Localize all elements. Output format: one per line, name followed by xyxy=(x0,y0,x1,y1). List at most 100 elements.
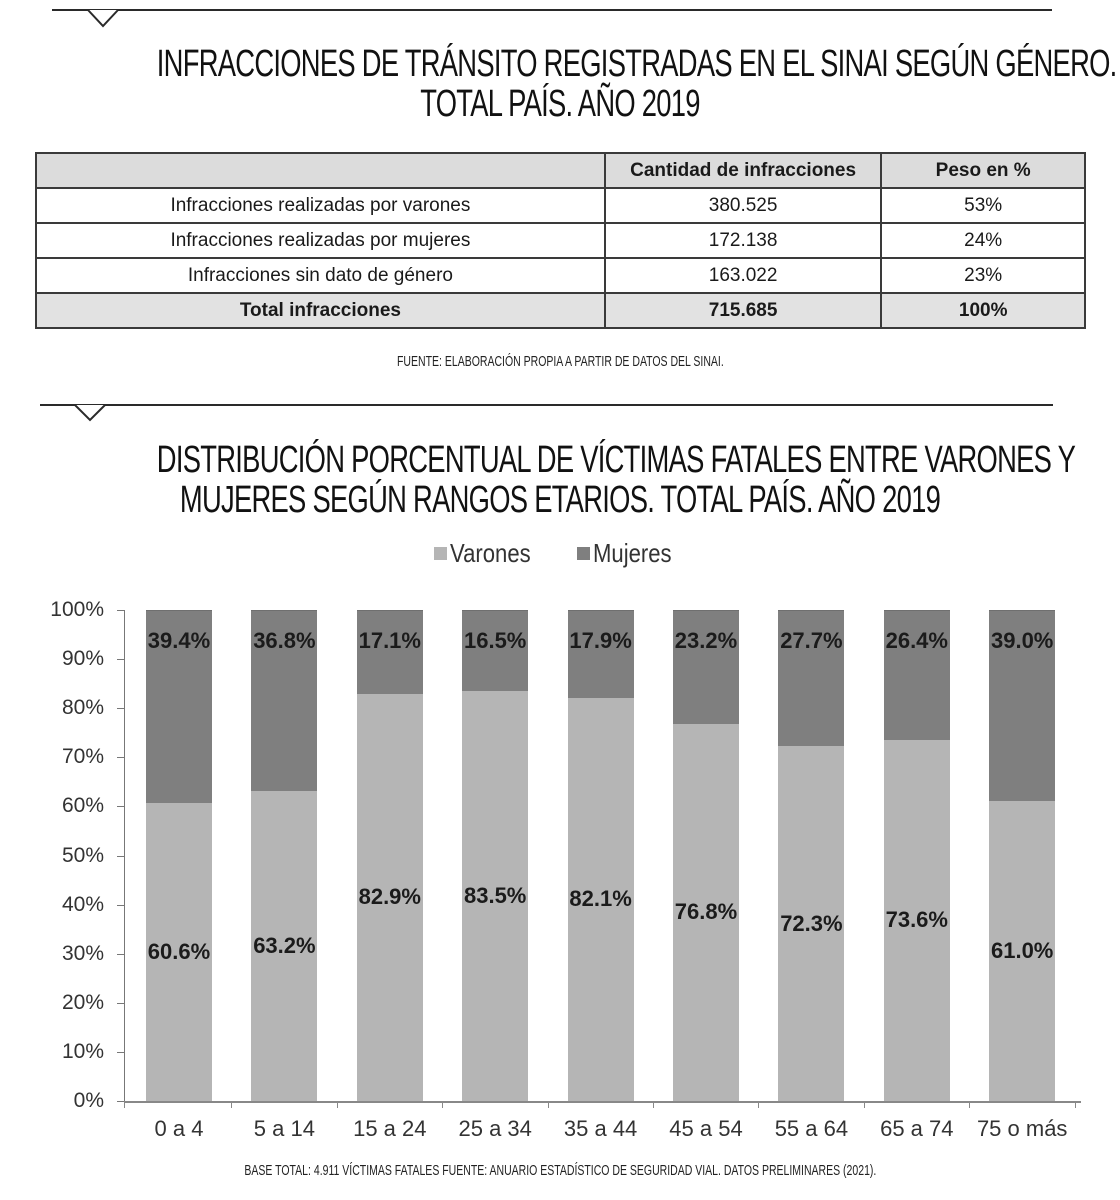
bar-25-a-34: 16.5% 83.5% xyxy=(462,610,529,1101)
bar-segment-varones xyxy=(778,746,845,1101)
value-label-mujeres: 39.4% xyxy=(147,628,211,653)
bar-segment-mujeres xyxy=(146,610,212,805)
bar-segment-mujeres xyxy=(356,610,423,695)
value-label-varones: 60.6% xyxy=(147,939,211,965)
bar-segment-mujeres xyxy=(462,610,529,692)
bar-5-a-14: 36.8% 63.2% xyxy=(251,610,318,1101)
table-header-row: Cantidad de infracciones Peso en % xyxy=(35,152,1086,189)
bar-segment-varones xyxy=(673,723,739,1101)
table-row: Infracciones realizadas por mujeres 172.… xyxy=(35,222,1086,259)
x-tick-label: 35 a 44 xyxy=(563,1116,638,1141)
bar-segment-varones xyxy=(462,691,529,1101)
bar-segment-varones xyxy=(251,790,318,1101)
bar-segment-varones xyxy=(989,801,1056,1101)
legend-item-varones: Varones xyxy=(434,538,545,569)
x-tick-label: 25 a 34 xyxy=(458,1116,532,1141)
row-weight: 23% xyxy=(880,257,1086,294)
value-label-mujeres: 17.1% xyxy=(358,628,421,653)
x-tick xyxy=(863,1101,865,1108)
y-tick xyxy=(117,806,125,808)
legend-swatch-mujeres xyxy=(577,547,591,560)
x-tick xyxy=(124,1101,125,1108)
x-tick xyxy=(442,1101,444,1108)
bar-15-a-24: 17.1% 82.9% xyxy=(356,610,423,1101)
x-tick-label: 65 a 74 xyxy=(880,1116,954,1141)
value-label-mujeres: 36.8% xyxy=(253,628,316,653)
x-tick-label: 45 a 54 xyxy=(669,1116,743,1141)
y-tick xyxy=(117,1101,125,1102)
value-label-varones: 72.3% xyxy=(780,910,843,936)
bar-55-a-64: 27.7% 72.3% xyxy=(778,610,845,1101)
bar-segment-varones xyxy=(567,697,634,1101)
y-tick xyxy=(117,610,125,611)
value-label-mujeres: 27.7% xyxy=(780,628,843,653)
x-tick-label: 55 a 64 xyxy=(774,1116,849,1141)
section-divider-top xyxy=(52,9,1052,11)
y-tick xyxy=(117,1051,125,1053)
value-label-varones: 73.6% xyxy=(885,907,948,933)
total-quantity: 715.685 xyxy=(603,292,883,329)
y-tick-label: 30% xyxy=(61,941,104,965)
y-tick xyxy=(117,855,125,857)
y-tick-label: 50% xyxy=(61,843,104,867)
y-tick-label: 10% xyxy=(61,1039,104,1063)
row-label: Infracciones sin dato de género xyxy=(35,257,606,294)
bar-0-a-4: 39.4% 60.6% xyxy=(146,610,212,1101)
chart-title: DISTRIBUCIÓN PORCENTUAL DE VÍCTIMAS FATA… xyxy=(0,440,1120,520)
bar-segment-mujeres xyxy=(673,610,739,725)
table-source-note: FUENTE: ELABORACIÓN PROPIA A PARTIR DE D… xyxy=(0,353,1120,370)
value-label-varones: 63.2% xyxy=(253,932,316,958)
row-label: Infracciones realizadas por mujeres xyxy=(35,222,606,259)
y-tick-label: 0% xyxy=(73,1089,104,1112)
bar-segment-mujeres xyxy=(989,610,1056,803)
legend-swatch-varones xyxy=(434,547,448,560)
legend-label: Varones xyxy=(450,538,531,568)
y-tick xyxy=(117,953,125,955)
bar-segment-varones xyxy=(356,693,423,1101)
source-text: FUENTE: ELABORACIÓN PROPIA A PARTIR DE D… xyxy=(396,353,724,370)
row-quantity: 380.525 xyxy=(603,187,883,224)
bar-segment-varones xyxy=(883,739,950,1101)
title-line-1: INFRACCIONES DE TRÁNSITO REGISTRADAS EN … xyxy=(156,43,1117,85)
chart-legend: Varones Mujeres xyxy=(0,538,1120,569)
header-quantity: Cantidad de infracciones xyxy=(603,152,883,189)
title-line-2: TOTAL PAÍS. AÑO 2019 xyxy=(420,83,700,125)
row-weight: 53% xyxy=(880,187,1086,224)
y-tick-label: 70% xyxy=(61,745,104,769)
bar-segment-mujeres xyxy=(778,610,845,747)
bar-segment-varones xyxy=(146,803,212,1101)
total-label: Total infracciones xyxy=(35,292,606,329)
bar-75-o-más: 39.0% 61.0% xyxy=(989,610,1056,1101)
value-label-varones: 82.1% xyxy=(569,886,632,912)
legend-item-mujeres: Mujeres xyxy=(577,538,685,569)
x-tick xyxy=(758,1101,760,1108)
bar-65-a-74: 26.4% 73.6% xyxy=(883,610,950,1101)
section-divider-chart xyxy=(40,404,1053,406)
value-label-mujeres: 23.2% xyxy=(674,628,738,653)
value-label-mujeres: 16.5% xyxy=(463,628,527,653)
x-tick-label: 0 a 4 xyxy=(154,1116,204,1141)
row-quantity: 163.022 xyxy=(603,257,883,294)
table-row: Infracciones sin dato de género 163.022 … xyxy=(35,257,1086,294)
x-tick-label: 15 a 24 xyxy=(353,1116,427,1141)
x-tick xyxy=(231,1101,233,1108)
value-label-varones: 82.9% xyxy=(358,884,421,910)
bar-45-a-54: 23.2% 76.8% xyxy=(673,610,739,1101)
y-tick xyxy=(117,1002,125,1004)
chart-source-note: BASE TOTAL: 4.911 VÍCTIMAS FATALES FUENT… xyxy=(0,1162,1120,1179)
infractions-table: Cantidad de infracciones Peso en % Infra… xyxy=(35,152,1086,329)
x-tick xyxy=(1074,1101,1076,1108)
value-label-mujeres: 26.4% xyxy=(885,628,948,653)
x-axis xyxy=(124,1101,1081,1103)
y-tick-label: 40% xyxy=(61,892,104,916)
row-weight: 24% xyxy=(880,222,1086,259)
y-tick xyxy=(117,708,125,710)
bar-segment-mujeres xyxy=(567,610,634,699)
value-label-mujeres: 17.9% xyxy=(569,628,632,653)
header-empty xyxy=(35,152,606,189)
bar-segment-mujeres xyxy=(883,610,950,741)
table-total-row: Total infracciones 715.685 100% xyxy=(35,292,1086,329)
row-label: Infracciones realizadas por varones xyxy=(35,187,606,224)
x-tick xyxy=(547,1101,549,1108)
